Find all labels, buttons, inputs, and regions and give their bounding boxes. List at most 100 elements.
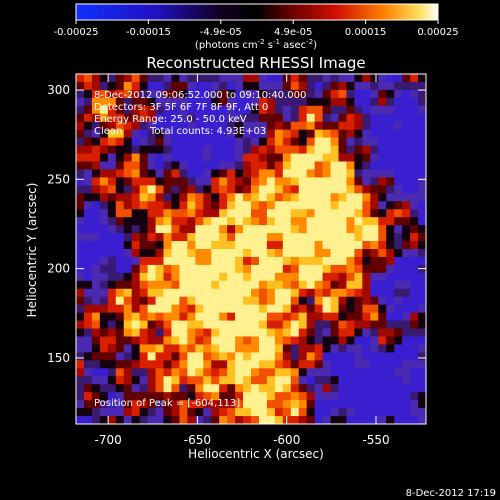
image-pixel xyxy=(258,312,268,322)
image-pixel xyxy=(147,145,157,155)
image-pixel xyxy=(147,249,157,258)
image-pixel xyxy=(386,145,395,155)
image-pixel xyxy=(306,241,316,250)
image-pixel xyxy=(322,74,332,83)
image-pixel xyxy=(306,233,316,242)
colorbar-tick-label: -0.00015 xyxy=(126,27,171,38)
image-pixel xyxy=(115,368,125,377)
image-pixel xyxy=(306,113,316,123)
image-pixel xyxy=(107,81,117,91)
image-pixel xyxy=(131,416,141,424)
image-pixel xyxy=(139,137,149,147)
image-pixel xyxy=(91,360,101,369)
image-pixel xyxy=(410,416,419,424)
image-pixel xyxy=(139,416,149,424)
image-pixel xyxy=(195,185,204,194)
image-pixel xyxy=(346,352,355,361)
image-pixel xyxy=(386,360,395,369)
image-pixel xyxy=(338,169,348,178)
image-pixel xyxy=(282,384,292,393)
image-pixel xyxy=(123,241,133,250)
image-pixel xyxy=(258,177,268,186)
image-pixel xyxy=(219,193,228,202)
image-pixel xyxy=(147,81,157,91)
image-pixel xyxy=(203,97,212,107)
image-pixel xyxy=(314,320,324,330)
image-pixel xyxy=(402,416,411,424)
image-pixel xyxy=(76,272,85,282)
image-pixel xyxy=(91,129,101,139)
image-pixel xyxy=(235,249,244,258)
image-pixel xyxy=(394,280,403,290)
image-pixel xyxy=(227,177,236,186)
image-pixel xyxy=(83,241,93,250)
image-pixel xyxy=(322,81,332,91)
image-pixel xyxy=(76,400,85,409)
image-pixel xyxy=(76,360,85,369)
image-pixel xyxy=(115,185,125,194)
image-pixel xyxy=(107,233,117,242)
image-pixel xyxy=(282,376,292,385)
image-pixel xyxy=(322,304,332,314)
image-pixel xyxy=(378,177,387,186)
image-pixel xyxy=(123,225,133,234)
image-pixel xyxy=(290,249,300,258)
image-pixel xyxy=(378,145,387,155)
image-pixel xyxy=(83,97,93,107)
image-pixel xyxy=(402,129,411,139)
image-pixel xyxy=(274,304,284,314)
image-pixel xyxy=(211,145,220,155)
image-pixel xyxy=(410,288,419,298)
image-pixel xyxy=(107,400,117,409)
image-pixel xyxy=(99,400,109,409)
image-pixel xyxy=(131,241,141,250)
image-pixel xyxy=(298,272,308,282)
image-pixel xyxy=(258,352,268,361)
image-pixel xyxy=(115,169,125,178)
image-pixel xyxy=(410,368,419,377)
image-pixel xyxy=(418,89,426,99)
image-pixel xyxy=(83,121,93,131)
image-pixel xyxy=(266,296,276,306)
image-pixel xyxy=(91,137,101,147)
image-pixel xyxy=(410,201,419,210)
image-pixel xyxy=(386,97,395,107)
image-pixel xyxy=(179,81,188,91)
image-pixel xyxy=(91,384,101,393)
image-pixel xyxy=(314,185,324,194)
image-pixel xyxy=(155,129,165,139)
image-pixel xyxy=(402,400,411,409)
image-pixel xyxy=(370,74,379,83)
image-pixel xyxy=(251,225,260,234)
image-pixel xyxy=(418,320,426,330)
image-pixel xyxy=(402,344,411,353)
image-pixel xyxy=(362,225,371,234)
image-pixel xyxy=(378,288,387,298)
image-pixel xyxy=(410,376,419,385)
image-pixel xyxy=(282,105,292,115)
image-pixel xyxy=(195,296,204,306)
image-pixel xyxy=(290,360,300,369)
image-pixel xyxy=(187,105,196,115)
image-pixel xyxy=(131,121,141,131)
image-pixel xyxy=(354,360,363,369)
image-pixel xyxy=(171,145,180,155)
image-pixel xyxy=(402,272,411,282)
image-pixel xyxy=(179,153,188,163)
image-pixel xyxy=(402,312,411,322)
image-pixel xyxy=(394,312,403,322)
image-pixel xyxy=(314,360,324,369)
image-pixel xyxy=(258,185,268,194)
image-pixel xyxy=(251,185,260,194)
image-pixel xyxy=(410,264,419,274)
image-pixel xyxy=(386,225,395,234)
image-pixel xyxy=(394,121,403,131)
image-pixel xyxy=(171,185,180,194)
image-pixel xyxy=(322,177,332,186)
image-pixel xyxy=(258,209,268,218)
image-pixel xyxy=(394,233,403,242)
image-pixel xyxy=(203,344,212,353)
image-pixel xyxy=(354,153,363,163)
image-pixel xyxy=(386,161,395,171)
image-pixel xyxy=(187,185,196,194)
